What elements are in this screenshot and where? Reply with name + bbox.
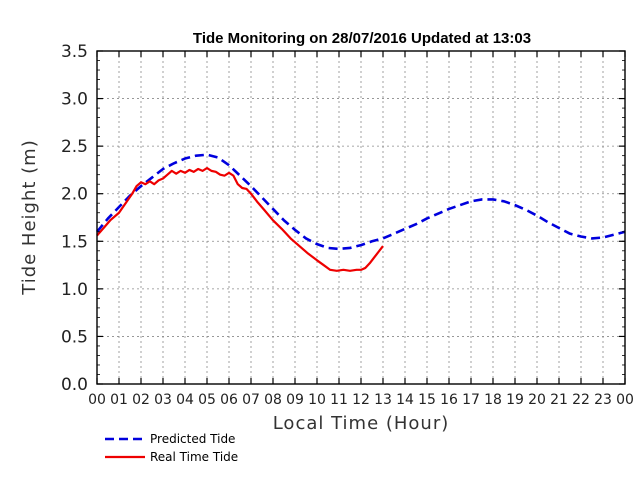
x-tick-label: 22 (572, 392, 590, 408)
y-tick-label: 3.0 (61, 90, 88, 110)
y-tick-label: 1.0 (61, 280, 88, 300)
x-tick-label: 11 (330, 392, 348, 408)
y-axis-ticks: 0.0 0.5 1.0 1.5 2.0 2.5 3.0 3.5 (61, 42, 625, 395)
x-tick-label: 04 (176, 392, 194, 408)
x-axis-title: Local Time (Hour) (273, 413, 450, 434)
y-axis-title: Tide Height (m) (19, 139, 40, 295)
x-tick-label: 12 (352, 392, 370, 408)
x-tick-label: 20 (528, 392, 546, 408)
series-line-predicted-tide (95, 153, 626, 251)
legend: Predicted Tide Real Time Tide (105, 432, 238, 464)
y-tick-label: 2.0 (61, 185, 88, 205)
series-lines (95, 153, 626, 272)
x-tick-label: 09 (286, 392, 304, 408)
legend-label: Predicted Tide (150, 432, 235, 446)
y-tick-label: 0.0 (61, 375, 88, 395)
x-tick-label: 01 (110, 392, 128, 408)
x-tick-label: 18 (484, 392, 502, 408)
grid-lines (97, 51, 625, 384)
x-tick-label: 13 (374, 392, 392, 408)
x-tick-label: 14 (396, 392, 414, 408)
x-tick-label: 10 (308, 392, 326, 408)
y-tick-label: 0.5 (61, 327, 88, 347)
x-tick-label: 15 (418, 392, 436, 408)
x-tick-label: 06 (220, 392, 238, 408)
x-axis-ticks: 00 01 02 03 04 05 06 07 08 09 10 11 12 13 14 15 16 17 18 19… (88, 51, 634, 408)
x-tick-label: 21 (550, 392, 568, 408)
y-tick-label: 1.5 (61, 232, 88, 252)
legend-label: Real Time Tide (150, 450, 238, 464)
x-tick-label: 07 (242, 392, 260, 408)
y-tick-label: 2.5 (61, 137, 88, 157)
series-line-real-time-tide (96, 166, 384, 272)
x-tick-label: 17 (462, 392, 480, 408)
x-tick-label: 19 (506, 392, 524, 408)
x-tick-label: 08 (264, 392, 282, 408)
x-tick-label: 05 (198, 392, 216, 408)
x-tick-label: 02 (132, 392, 150, 408)
x-tick-label: 23 (594, 392, 612, 408)
x-tick-label: 00 (616, 392, 634, 408)
chart-title: Tide Monitoring on 28/07/2016 Updated at… (193, 30, 531, 47)
x-tick-label: 00 (88, 392, 106, 408)
x-tick-label: 03 (154, 392, 172, 408)
x-tick-label: 16 (440, 392, 458, 408)
y-tick-label: 3.5 (61, 42, 88, 62)
